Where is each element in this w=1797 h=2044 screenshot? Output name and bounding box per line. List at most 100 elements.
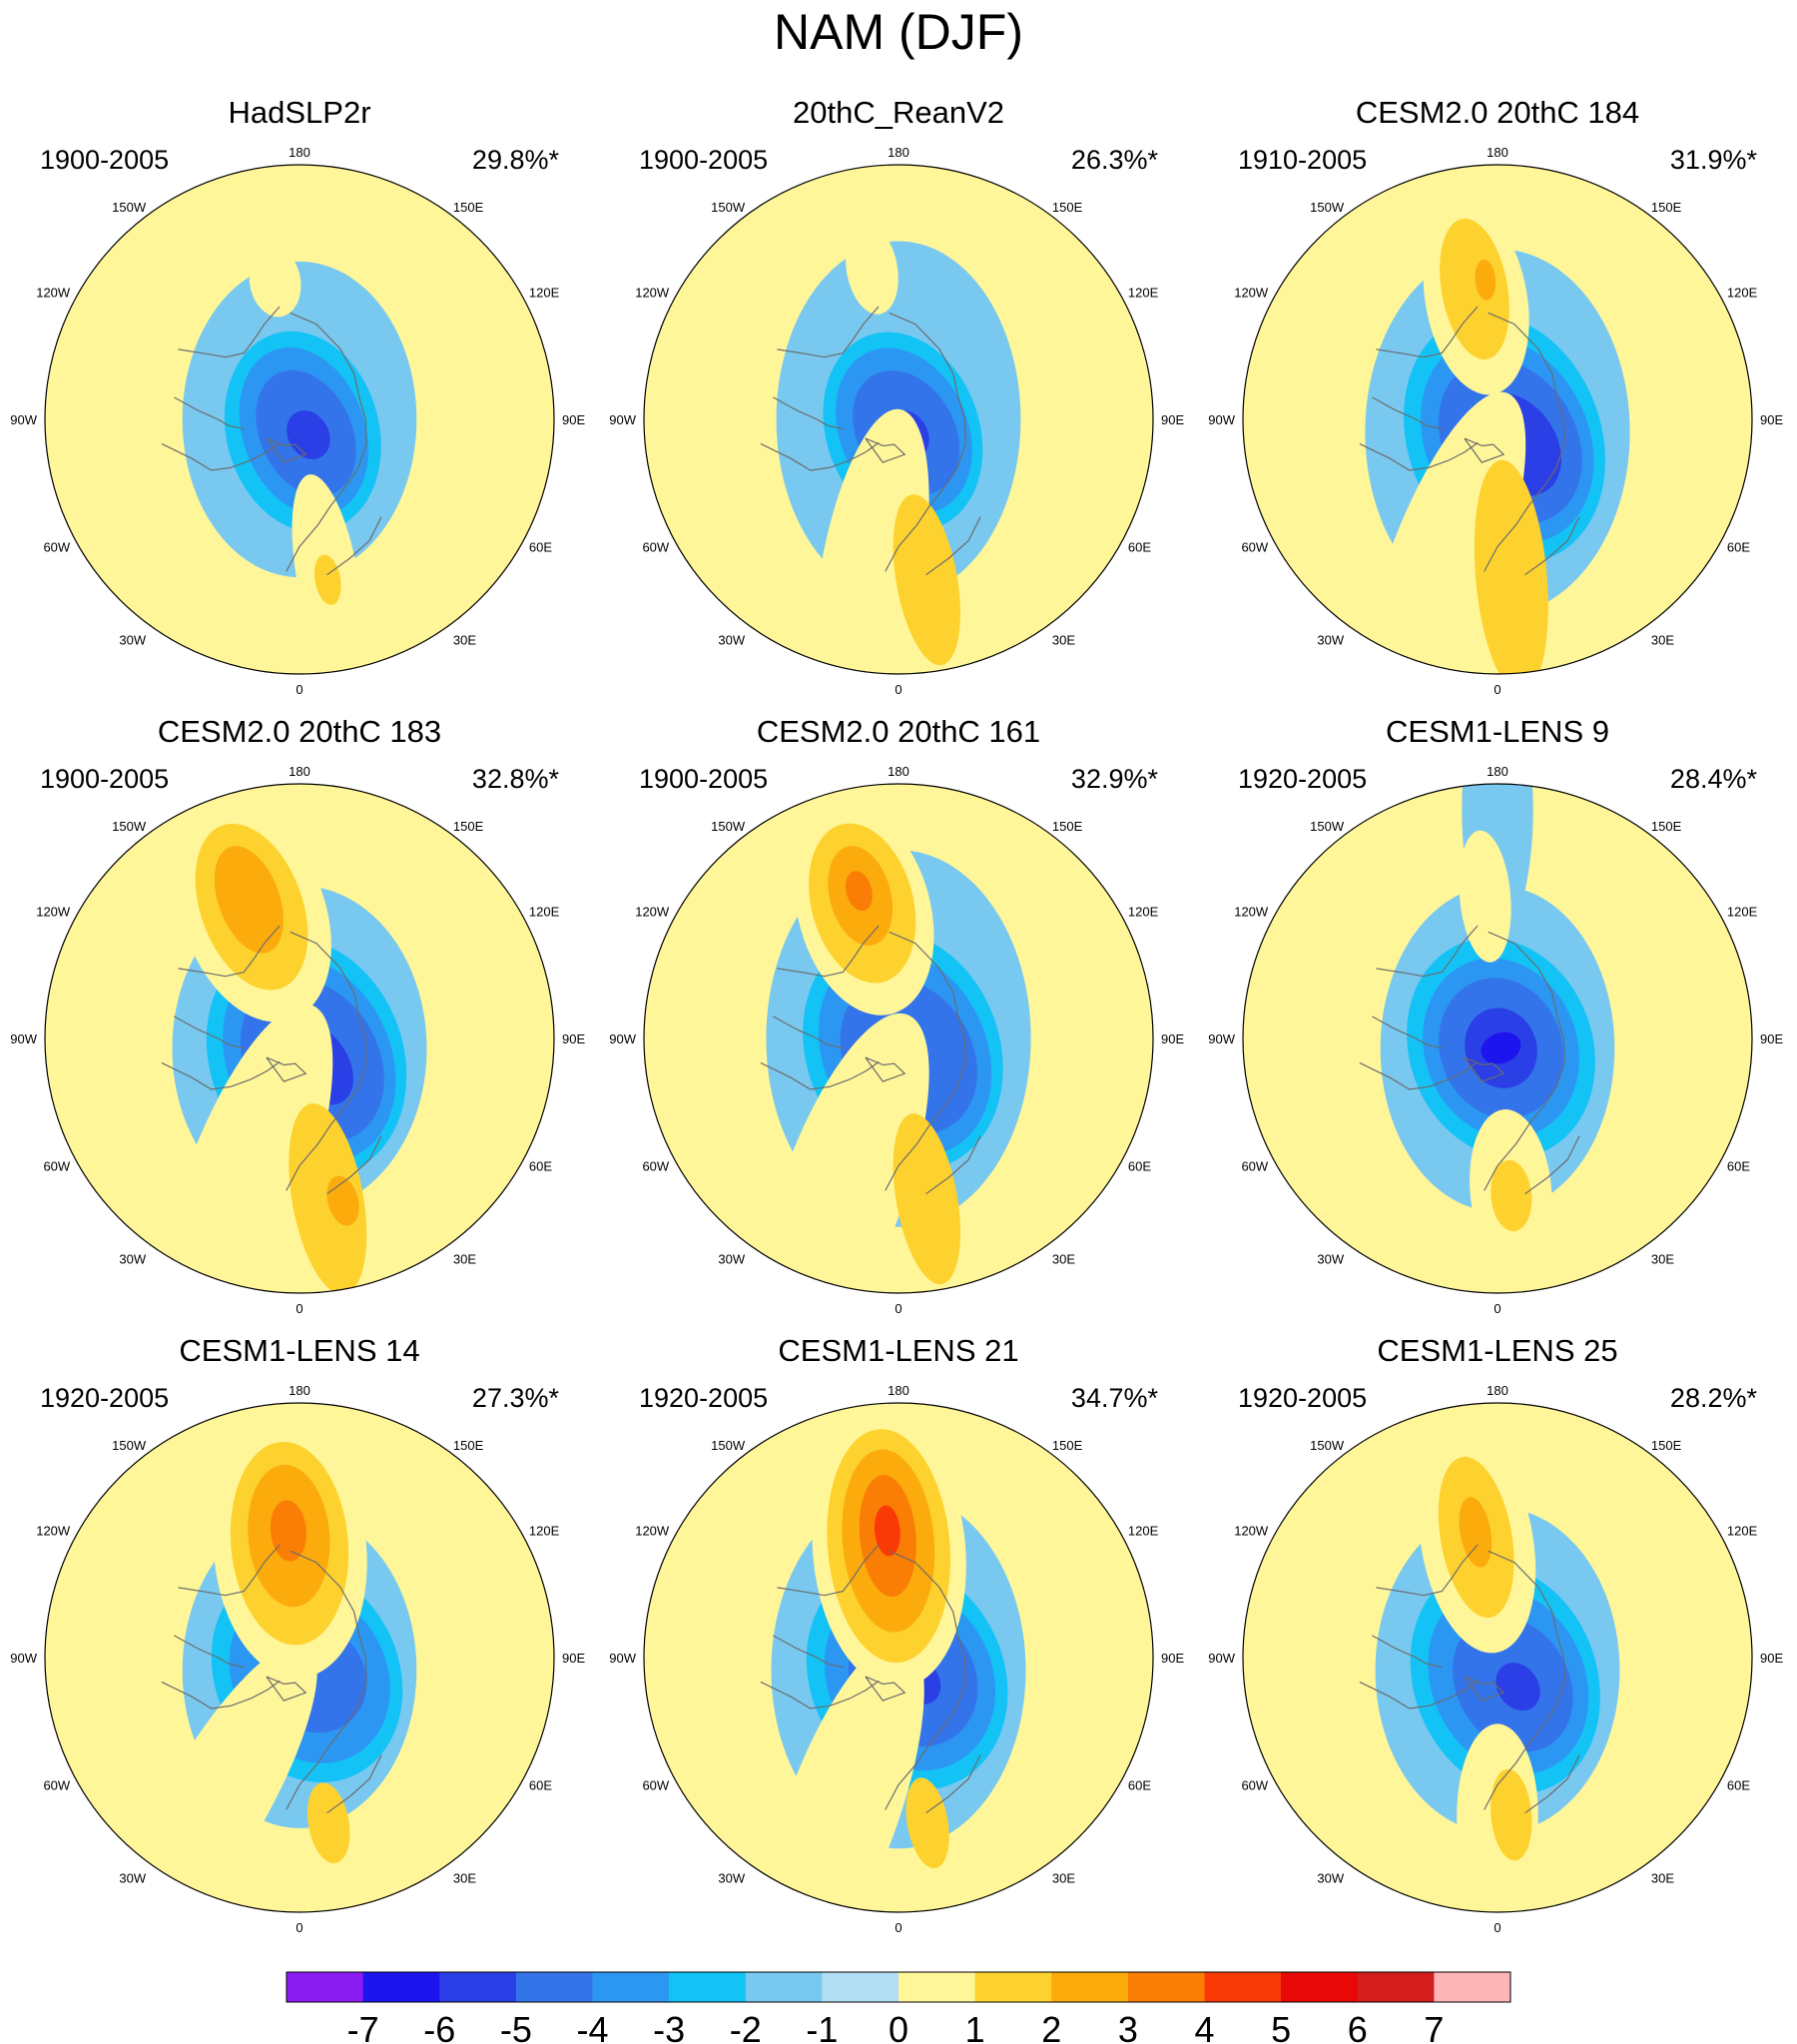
longitude-label: 180 <box>1487 764 1508 779</box>
contour-pos2 <box>893 1113 960 1285</box>
coastline <box>178 925 281 978</box>
colorbar-tick-label: 1 <box>965 2009 985 2044</box>
longitude-label: 120E <box>529 905 560 920</box>
panel-title: CESM2.0 20thC 184 <box>1355 95 1640 130</box>
map-panel: CESM1-LENS 21 1920-2005 34.7%* 180 150W 150E 1… <box>599 1333 1198 1952</box>
colorbar-frame <box>286 1971 1511 2003</box>
colorbar-tick-label: 0 <box>889 2009 908 2044</box>
contour-pos2 <box>1491 1159 1532 1232</box>
longitude-label: 120E <box>529 286 560 301</box>
map-border <box>1242 783 1753 1294</box>
panel-period: 1910-2005 <box>1238 145 1368 175</box>
longitude-label: 90E <box>562 412 585 427</box>
map-panel: HadSLP2r 1900-2005 29.8%* 180 150W 150E 120W 12… <box>0 95 599 714</box>
longitude-label: 120E <box>1727 1524 1758 1539</box>
panel-title: 20thC_ReanV2 <box>793 95 1004 130</box>
panel-title: CESM1-LENS 21 <box>778 1333 1019 1368</box>
panel-period: 1920-2005 <box>639 1383 769 1413</box>
longitude-label: 0 <box>1494 1301 1500 1316</box>
longitude-label: 90E <box>1760 1651 1783 1666</box>
contour-layer <box>644 165 1153 674</box>
coastline <box>760 1680 880 1709</box>
contour-pos1 <box>813 408 929 674</box>
map-border <box>643 164 1154 675</box>
panel-variance: 29.8%* <box>471 145 559 175</box>
contour-layer <box>644 784 1153 1293</box>
contour-pos1 <box>1459 830 1511 963</box>
map-panel: CESM1-LENS 14 1920-2005 27.3%* 180 150W 150E 1… <box>0 1333 599 1952</box>
longitude-label: 120W <box>635 905 670 920</box>
coastline <box>1372 396 1443 430</box>
coastline <box>174 396 245 430</box>
colorbar-swatch <box>1357 1972 1435 2002</box>
polar-map: 180 150W 150E 120W 120E 90W 90E 60W 60E 30W 30E 0 <box>1208 145 1783 697</box>
longitude-label: 90E <box>562 1031 585 1046</box>
contour-pos2 <box>1474 459 1548 674</box>
coastline <box>266 437 307 463</box>
longitude-label: 150W <box>1310 819 1345 834</box>
longitude-label: 150E <box>453 1438 484 1453</box>
coastline <box>326 516 382 576</box>
coastline <box>1359 1060 1479 1090</box>
map-border <box>44 783 555 1294</box>
contour-pos3 <box>1475 259 1497 301</box>
coastline <box>326 1754 382 1814</box>
longitude-label: 90W <box>10 1031 37 1046</box>
longitude-label: 60W <box>43 1159 70 1174</box>
coastline <box>925 1135 981 1195</box>
panel-variance: 28.2%* <box>1669 1383 1757 1413</box>
colorbar-tick-label: -1 <box>806 2009 838 2044</box>
colorbar-tick-label: -2 <box>730 2009 762 2044</box>
longitude-label: 150W <box>112 200 147 215</box>
longitude-label: 150W <box>1310 1438 1345 1453</box>
longitude-label: 30E <box>1052 632 1075 647</box>
coastline <box>885 312 966 572</box>
longitude-label: 60W <box>1241 540 1268 555</box>
longitude-label: 90W <box>1208 412 1235 427</box>
longitude-label: 60W <box>1241 1159 1268 1174</box>
coastline <box>1484 1550 1565 1810</box>
panel-period: 1900-2005 <box>639 764 769 794</box>
longitude-label: 150E <box>1052 819 1083 834</box>
colorbar-swatch <box>439 1972 517 2002</box>
contour-pos5 <box>874 1505 900 1557</box>
longitude-label: 90W <box>1208 1651 1235 1666</box>
longitude-label: 0 <box>1494 1920 1500 1935</box>
longitude-label: 60W <box>642 1778 669 1793</box>
map-border <box>44 1402 555 1913</box>
contour-pos4 <box>845 871 873 912</box>
longitude-label: 60W <box>642 540 669 555</box>
colorbar-tick-label: -4 <box>576 2009 608 2044</box>
longitude-label: 30W <box>119 632 146 647</box>
coastline <box>286 312 367 572</box>
longitude-label: 90W <box>609 1031 636 1046</box>
coastline <box>1359 441 1479 471</box>
colorbar-tick-label: 4 <box>1194 2009 1214 2044</box>
coastline <box>1484 312 1565 572</box>
colorbar-swatch <box>669 1972 747 2002</box>
longitude-label: 0 <box>895 1301 901 1316</box>
contour-neg5 <box>1496 1663 1540 1711</box>
longitude-label: 120E <box>1727 905 1758 920</box>
coastline <box>773 1635 844 1669</box>
coastline <box>760 441 880 471</box>
longitude-label: 120E <box>529 1524 560 1539</box>
longitude-label: 30W <box>119 1870 146 1885</box>
coastline <box>925 1754 981 1814</box>
longitude-label: 60E <box>1727 1159 1750 1174</box>
longitude-label: 60E <box>1727 540 1750 555</box>
longitude-label: 30W <box>1317 1251 1344 1266</box>
longitude-label: 0 <box>296 1301 302 1316</box>
coastline <box>865 437 906 463</box>
colorbar-tick-label: -5 <box>500 2009 532 2044</box>
longitude-label: 120W <box>635 1524 670 1539</box>
longitude-label: 30E <box>1052 1870 1075 1885</box>
longitude-label: 120W <box>36 1524 71 1539</box>
coastline <box>1376 306 1479 358</box>
longitude-label: 150E <box>1052 1438 1083 1453</box>
longitude-label: 30W <box>718 1251 745 1266</box>
colorbar-tick-label: 7 <box>1424 2009 1444 2044</box>
coastline <box>885 1550 966 1810</box>
map-panel: CESM2.0 20thC 184 1910-2005 31.9%* 180 150W 1… <box>1198 95 1797 714</box>
panel-period: 1900-2005 <box>40 764 170 794</box>
